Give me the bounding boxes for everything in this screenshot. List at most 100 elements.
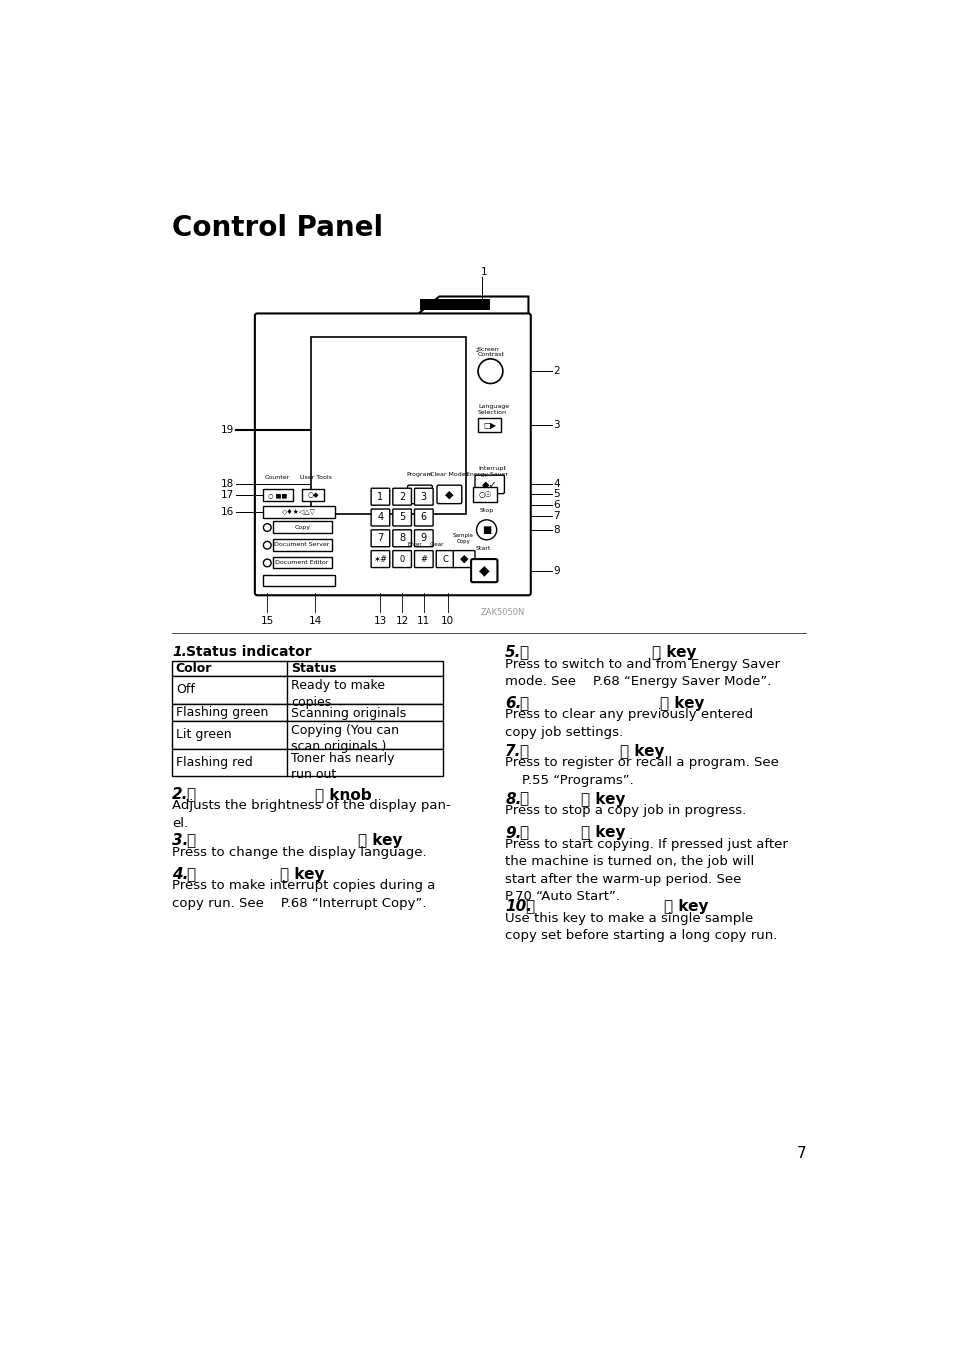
Text: 11: 11 — [416, 616, 430, 625]
Text: Flashing green: Flashing green — [175, 706, 268, 718]
Text: Document Editor: Document Editor — [275, 559, 329, 565]
FancyBboxPatch shape — [453, 550, 475, 568]
Bar — [477, 418, 500, 431]
Text: 【: 【 — [518, 744, 528, 759]
Text: 4: 4 — [553, 480, 559, 489]
Text: 7: 7 — [376, 534, 383, 543]
Text: ◇: ◇ — [416, 489, 424, 499]
FancyBboxPatch shape — [436, 485, 461, 504]
Text: 8.: 8. — [505, 791, 521, 806]
FancyBboxPatch shape — [393, 530, 411, 547]
Text: 3.: 3. — [172, 833, 188, 848]
Text: 3: 3 — [420, 492, 426, 501]
FancyBboxPatch shape — [475, 474, 504, 493]
Text: Counter: Counter — [264, 474, 290, 480]
Text: Interrupt: Interrupt — [477, 466, 505, 470]
Text: 【: 【 — [518, 825, 528, 841]
Bar — [172, 661, 443, 677]
Text: 13: 13 — [374, 616, 387, 625]
Bar — [172, 704, 443, 721]
Text: 12: 12 — [395, 616, 408, 625]
Text: Flashing red: Flashing red — [175, 756, 253, 768]
Text: Control Panel: Control Panel — [172, 214, 383, 243]
Text: Sample
Copy: Sample Copy — [453, 532, 474, 543]
Text: 】 knob: 】 knob — [315, 787, 372, 802]
Text: Status indicator: Status indicator — [186, 646, 312, 659]
Text: Toner has nearly
run out: Toner has nearly run out — [291, 752, 395, 780]
Text: 1.: 1. — [172, 646, 187, 659]
Text: 9: 9 — [553, 566, 559, 576]
Text: Scanning originals: Scanning originals — [291, 706, 406, 720]
Text: 3: 3 — [553, 421, 559, 430]
Text: Color: Color — [175, 662, 212, 675]
Bar — [302, 489, 323, 501]
Text: Adjusts the brightness of the display pan-
el.: Adjusts the brightness of the display pa… — [172, 799, 450, 830]
Bar — [172, 677, 443, 704]
Text: Document Server: Document Server — [274, 542, 330, 547]
Text: 2: 2 — [476, 348, 478, 353]
Text: 2: 2 — [398, 492, 405, 501]
Text: 】 key: 】 key — [280, 867, 325, 882]
Text: ○ ■■: ○ ■■ — [268, 492, 288, 497]
Text: #: # — [420, 554, 427, 563]
Text: ◆: ◆ — [459, 554, 468, 563]
Text: 6: 6 — [420, 512, 426, 523]
Text: 5: 5 — [398, 512, 405, 523]
Text: 】 key: 】 key — [659, 696, 704, 712]
Text: 【: 【 — [525, 899, 534, 914]
Text: Screen
Contrast: Screen Contrast — [477, 346, 504, 357]
Text: Press to clear any previously entered
copy job settings.: Press to clear any previously entered co… — [505, 709, 753, 739]
Text: 15: 15 — [260, 616, 274, 625]
Text: Press to switch to and from Energy Saver
mode. See    P.68 “Energy Saver Mode”.: Press to switch to and from Energy Saver… — [505, 658, 780, 687]
Text: 10.: 10. — [505, 899, 532, 914]
Text: Use this key to make a single sample
copy set before starting a long copy run.: Use this key to make a single sample cop… — [505, 911, 777, 942]
Text: Press to start copying. If pressed just after
the machine is turned on, the job : Press to start copying. If pressed just … — [505, 838, 787, 903]
Text: C: C — [442, 554, 448, 563]
Text: Start: Start — [476, 546, 491, 551]
Text: ◆✓: ◆✓ — [481, 480, 497, 489]
Text: Ready to make
copies: Ready to make copies — [291, 679, 385, 709]
Text: 10: 10 — [441, 616, 454, 625]
FancyBboxPatch shape — [415, 488, 433, 506]
Text: Copy: Copy — [294, 524, 310, 530]
Text: Copying (You can
scan originals.): Copying (You can scan originals.) — [291, 724, 399, 754]
Text: 14: 14 — [309, 616, 321, 625]
FancyBboxPatch shape — [415, 550, 433, 568]
Text: 8: 8 — [553, 524, 559, 535]
Text: Clear: Clear — [430, 542, 444, 547]
Text: ■: ■ — [481, 524, 491, 535]
FancyBboxPatch shape — [415, 530, 433, 547]
Text: Stop: Stop — [479, 508, 494, 512]
Text: 1: 1 — [377, 492, 383, 501]
Text: ✶#: ✶# — [373, 554, 387, 563]
Bar — [419, 299, 489, 310]
Text: 4.: 4. — [172, 867, 188, 882]
Circle shape — [263, 523, 271, 531]
FancyBboxPatch shape — [371, 488, 390, 506]
FancyBboxPatch shape — [371, 530, 390, 547]
Text: 9.: 9. — [505, 825, 521, 841]
FancyBboxPatch shape — [254, 314, 530, 596]
Text: ZAK5050N: ZAK5050N — [479, 608, 524, 617]
Bar — [263, 576, 335, 586]
FancyBboxPatch shape — [393, 550, 411, 568]
Text: 1: 1 — [480, 267, 487, 278]
Circle shape — [263, 542, 271, 549]
Bar — [274, 522, 332, 532]
Text: 7: 7 — [553, 511, 559, 520]
Text: ○◆: ○◆ — [307, 492, 318, 499]
Text: □▶: □▶ — [482, 421, 496, 430]
FancyBboxPatch shape — [371, 550, 390, 568]
Text: 8: 8 — [398, 534, 405, 543]
Text: Program: Program — [406, 472, 433, 477]
Text: ◆: ◆ — [445, 489, 454, 499]
Bar — [472, 487, 497, 501]
Bar — [274, 539, 332, 550]
Text: 18: 18 — [220, 479, 233, 488]
Text: Press to stop a copy job in progress.: Press to stop a copy job in progress. — [505, 803, 745, 817]
Bar — [172, 748, 443, 776]
Text: 6: 6 — [553, 500, 559, 510]
Text: 7.: 7. — [505, 744, 521, 759]
Text: User Tools: User Tools — [300, 474, 332, 480]
Circle shape — [476, 520, 497, 539]
